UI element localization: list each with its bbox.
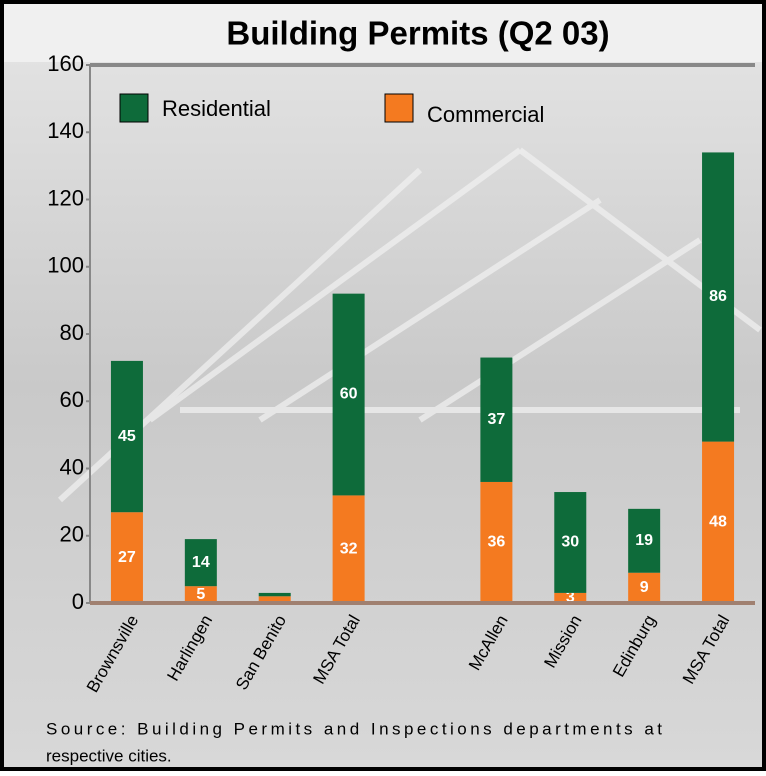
background-photo xyxy=(57,147,762,503)
legend-swatch xyxy=(384,93,414,123)
legend-swatch xyxy=(119,93,149,123)
data-label: 86 xyxy=(709,288,727,305)
data-label: 14 xyxy=(192,554,210,571)
bar-segment xyxy=(554,492,587,593)
data-label: 60 xyxy=(340,386,358,403)
legend-label: Commercial xyxy=(427,102,544,127)
y-tick-label: 60 xyxy=(60,387,84,412)
y-tick-label: 100 xyxy=(47,253,84,278)
data-label: 36 xyxy=(487,534,505,551)
data-label: 45 xyxy=(118,428,136,445)
legend-label: Residential xyxy=(162,96,271,121)
y-tick-label: 160 xyxy=(47,51,84,76)
bar-segment xyxy=(258,592,291,597)
data-label: 3 xyxy=(566,589,575,606)
title-band xyxy=(4,4,762,62)
source: Source: Building Permits and Inspections… xyxy=(46,719,662,738)
bar-segment xyxy=(332,495,365,603)
data-label: 30 xyxy=(561,534,579,551)
bar-segment xyxy=(258,596,291,603)
bar-segment xyxy=(628,508,661,573)
bar-segment xyxy=(480,481,513,603)
data-label: 9 xyxy=(640,579,649,596)
chart-title: Building Permits (Q2 03) xyxy=(226,15,609,52)
bar-segment xyxy=(628,572,661,603)
bar-segment xyxy=(184,539,217,587)
bar-segment xyxy=(110,512,143,603)
y-tick-label: 20 xyxy=(60,522,84,547)
y-tick-label: 120 xyxy=(47,185,84,210)
bar-segment xyxy=(554,592,587,603)
data-label: 32 xyxy=(340,540,358,557)
source: respective cities. xyxy=(46,746,172,765)
y-tick-label: 80 xyxy=(60,320,84,345)
bar-segment xyxy=(702,441,735,603)
data-label: 5 xyxy=(196,586,205,603)
data-label: 48 xyxy=(709,514,727,531)
bar-segment xyxy=(480,357,513,482)
y-tick-label: 140 xyxy=(47,118,84,143)
data-label: 27 xyxy=(118,549,136,566)
bar-segment xyxy=(332,293,365,496)
y-tick-label: 40 xyxy=(60,454,84,479)
data-label: 19 xyxy=(635,532,653,549)
bar-segment xyxy=(110,360,143,513)
y-tick-label: 0 xyxy=(72,589,84,614)
data-label: 37 xyxy=(487,411,505,428)
bar-segment xyxy=(702,152,735,442)
bar-segment xyxy=(184,586,217,603)
